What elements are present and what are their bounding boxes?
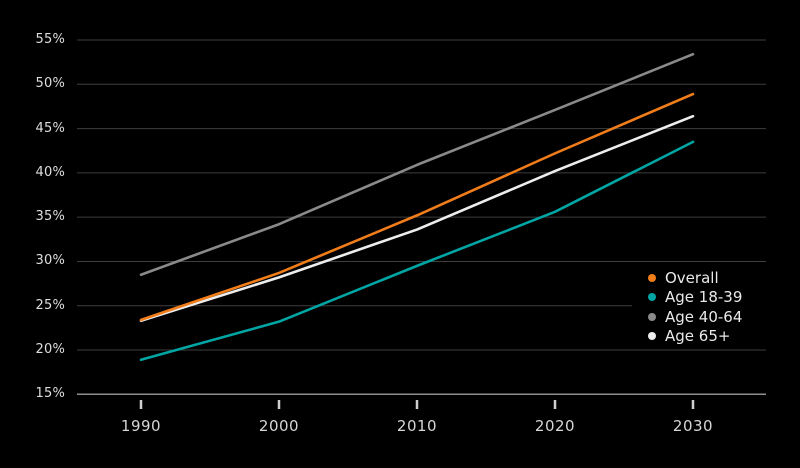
legend-dot-icon	[648, 312, 656, 321]
legend-item: Age 18-39	[632, 288, 766, 307]
y-axis-label: 20%	[35, 342, 65, 357]
legend-dot-icon	[648, 273, 656, 282]
legend-item: Overall	[632, 268, 766, 287]
legend-label: Overall	[665, 268, 719, 287]
series-line-age-40-64	[139, 52, 695, 277]
legend-dot-icon	[648, 332, 656, 341]
series-line-age-18-39	[139, 140, 695, 362]
legend-item: Age 40-64	[632, 307, 766, 326]
x-axis-label: 1990	[120, 417, 162, 435]
legend: Overall Age 18-39 Age 40-64 Age 65+	[632, 265, 766, 349]
x-axis-label: 2020	[534, 417, 576, 435]
y-axis-label: 15%	[35, 386, 65, 402]
y-axis-label: 45%	[35, 120, 65, 136]
legend-item: Age 65+	[632, 327, 766, 346]
legend-label: Age 18-39	[665, 288, 743, 307]
series-line-age-65-	[139, 114, 695, 323]
y-axis-label: 40%	[35, 164, 65, 180]
x-axis-label: 2030	[672, 417, 714, 435]
series-line-overall	[139, 92, 695, 322]
y-axis-label: 25%	[35, 297, 65, 313]
y-axis-label: 35%	[35, 209, 65, 225]
y-axis-label: 55%	[35, 32, 65, 47]
legend-label: Age 40-64	[665, 307, 743, 326]
y-axis-label: 30%	[35, 253, 65, 269]
x-axis-label: 2000	[258, 417, 300, 435]
x-axis-label: 2010	[396, 417, 438, 435]
y-axis-label: 50%	[35, 76, 65, 92]
legend-dot-icon	[648, 293, 656, 302]
legend-label: Age 65+	[665, 327, 731, 346]
